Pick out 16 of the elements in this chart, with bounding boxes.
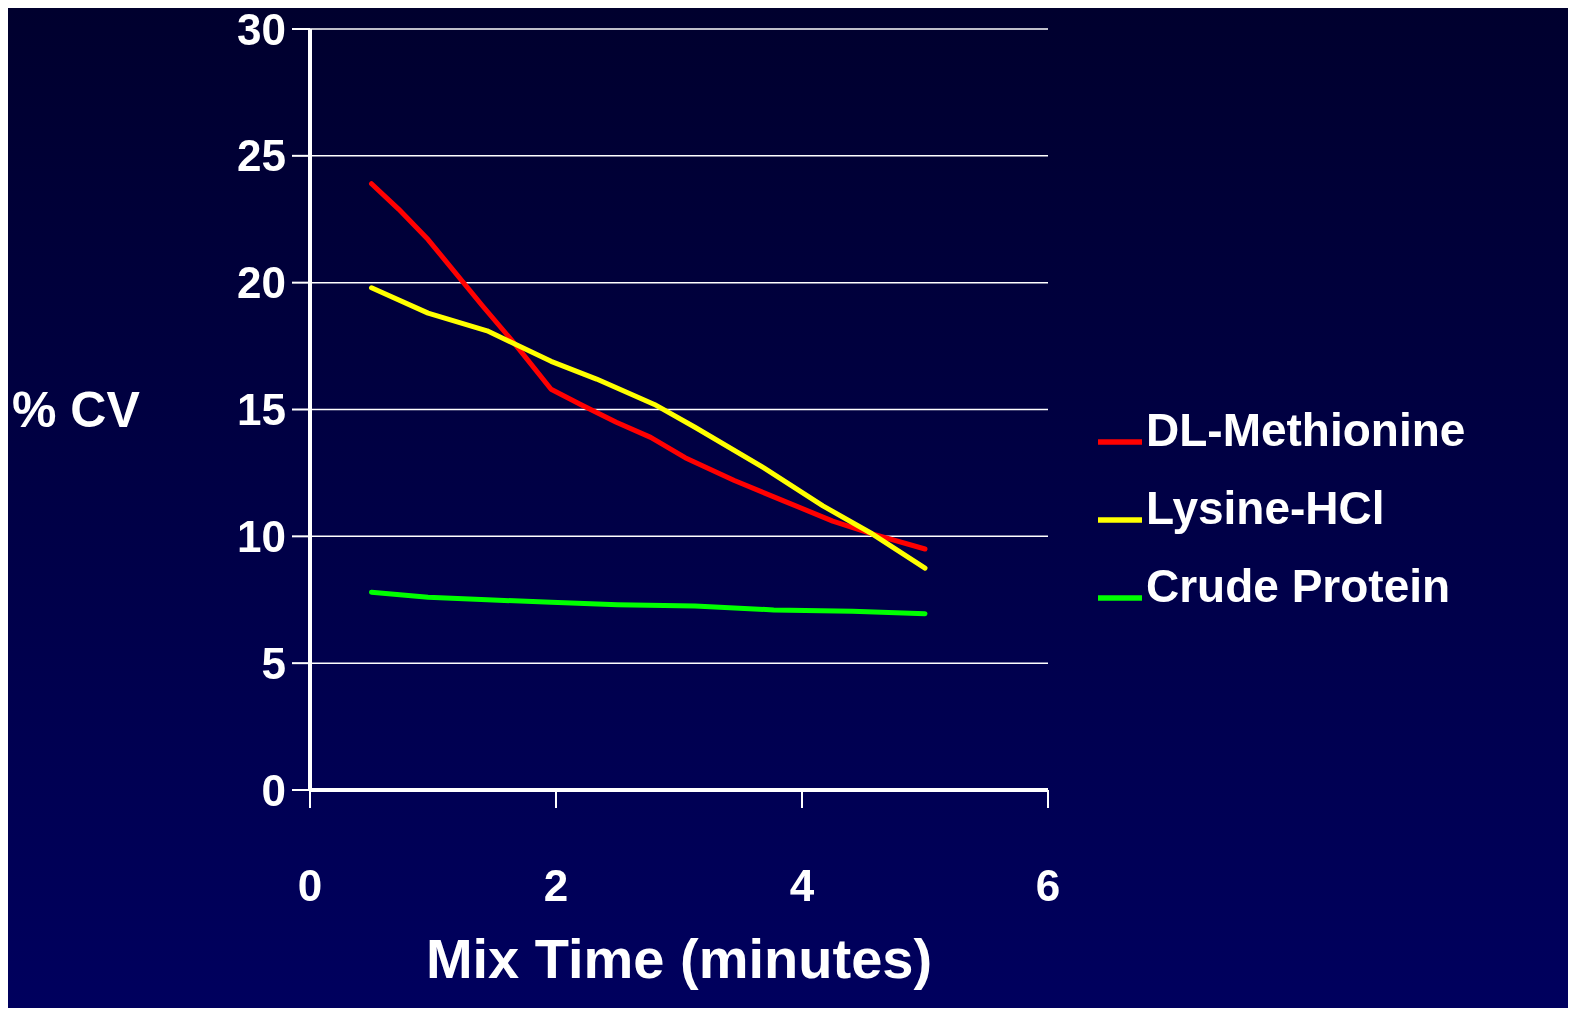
x-axis-title: Mix Time (minutes)	[425, 927, 933, 990]
y-tick-label: 30	[237, 4, 286, 54]
legend-label: DL-Methionine	[1146, 404, 1466, 456]
y-tick-label: 15	[237, 385, 286, 435]
legend-label: Lysine-HCl	[1146, 482, 1385, 534]
legend-label: Crude Protein	[1146, 560, 1451, 612]
x-tick-label: 2	[543, 861, 569, 911]
y-tick-label: 5	[261, 638, 286, 688]
x-tick-label: 6	[1035, 861, 1061, 911]
x-tick-label: 0	[297, 861, 323, 911]
y-tick-label: 10	[237, 511, 286, 561]
x-tick-label: 4	[789, 861, 815, 911]
y-tick-label: 20	[237, 258, 286, 308]
y-tick-label: 25	[237, 131, 286, 181]
y-tick-label: 0	[261, 765, 286, 815]
y-axis-title: % CV	[12, 382, 141, 439]
